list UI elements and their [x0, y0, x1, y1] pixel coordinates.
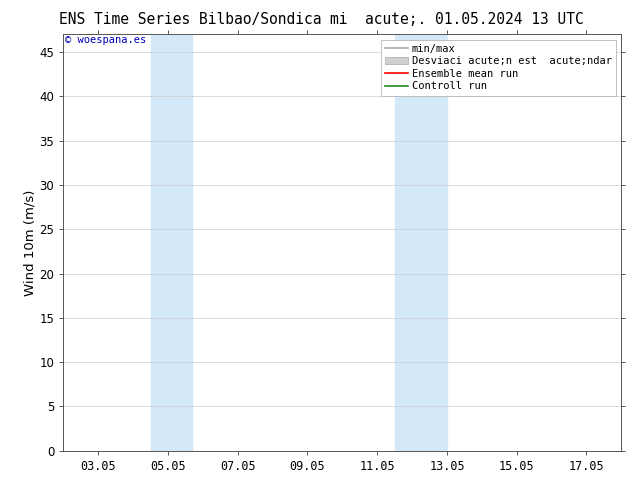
- Y-axis label: Wind 10m (m/s): Wind 10m (m/s): [23, 189, 37, 296]
- Legend: min/max, Desviaci acute;n est  acute;ndar, Ensemble mean run, Controll run: min/max, Desviaci acute;n est acute;ndar…: [380, 40, 616, 96]
- Bar: [150, 34, 192, 451]
- Bar: [394, 34, 447, 451]
- Text: mi  acute;. 01.05.2024 13 UTC: mi acute;. 01.05.2024 13 UTC: [330, 12, 583, 27]
- Text: © woespana.es: © woespana.es: [65, 35, 146, 45]
- Text: ENS Time Series Bilbao/Sondica: ENS Time Series Bilbao/Sondica: [59, 12, 321, 27]
